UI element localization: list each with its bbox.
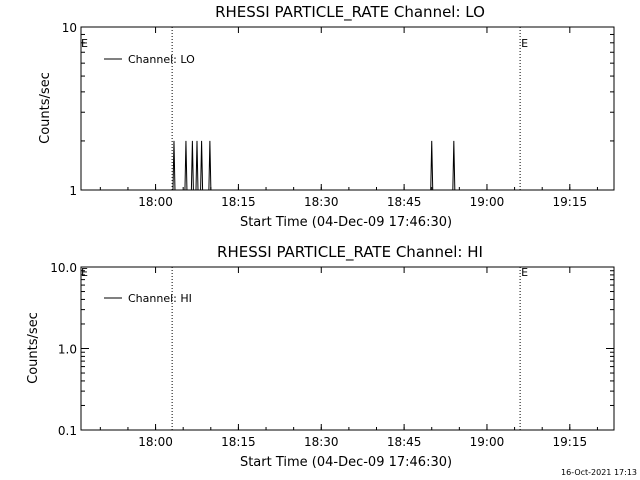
- data-spike: [172, 140, 176, 191]
- data-spike: [430, 140, 434, 191]
- data-spike: [190, 140, 194, 191]
- x-tick-label: 18:30: [304, 435, 339, 449]
- y-tick-label: 1: [69, 184, 77, 198]
- x-tick-label: 19:00: [470, 435, 505, 449]
- lo-legend-entry: Channel: LO: [128, 53, 195, 66]
- data-spike: [184, 140, 188, 191]
- hi-chart-title: RHESSI PARTICLE_RATE Channel: HI: [217, 243, 483, 262]
- lo-channel-panel: RHESSI PARTICLE_RATE Channel: LO Counts/…: [38, 3, 615, 230]
- data-spike: [452, 140, 456, 191]
- x-tick-label: 18:30: [304, 195, 339, 209]
- hi-legend-entry: Channel: HI: [128, 292, 192, 305]
- x-tick-label: 19:00: [470, 195, 505, 209]
- generation-timestamp: 16-Oct-2021 17:13: [561, 468, 637, 477]
- hi-channel-panel: RHESSI PARTICLE_RATE Channel: HI Counts/…: [26, 243, 615, 470]
- lo-y-axis-label: Counts/sec: [38, 72, 53, 144]
- lo-chart-title: RHESSI PARTICLE_RATE Channel: LO: [215, 3, 485, 22]
- x-tick-label: 18:45: [387, 435, 422, 449]
- data-spike: [195, 140, 199, 191]
- y-tick-label: 10: [62, 21, 77, 35]
- x-tick-label: 18:00: [138, 195, 173, 209]
- x-tick-label: 19:15: [553, 435, 588, 449]
- x-tick-label: 18:15: [221, 195, 256, 209]
- x-tick-label: 18:15: [221, 435, 256, 449]
- y-tick-label: 0.1: [58, 424, 77, 438]
- data-spike: [208, 140, 212, 191]
- y-tick-label: 1.0: [58, 343, 77, 357]
- event-line-label: E: [521, 266, 528, 279]
- hi-y-axis-label: Counts/sec: [26, 312, 41, 384]
- event-line-label: E: [521, 37, 528, 50]
- data-spike: [200, 140, 204, 191]
- hi-x-axis-label: Start Time (04-Dec-09 17:46:30): [240, 455, 452, 470]
- lo-x-axis-label: Start Time (04-Dec-09 17:46:30): [240, 215, 452, 230]
- x-tick-label: 18:00: [138, 435, 173, 449]
- hi-chart-marks: 18:00 18:15 18:30 18:45 19:00 19:15 0.1 1.0 10.0…: [50, 261, 615, 449]
- x-tick-label: 18:45: [387, 195, 422, 209]
- lo-plot-frame: [80, 26, 615, 191]
- x-tick-label: 19:15: [553, 195, 588, 209]
- y-tick-label: 10.0: [50, 261, 77, 275]
- lo-edge-marker-label: E: [81, 37, 88, 50]
- lo-chart-marks: 18:00 18:15 18:30 18:45 19:00 19:15 1 10 E: [62, 21, 615, 209]
- hi-edge-marker-label: E: [81, 266, 88, 279]
